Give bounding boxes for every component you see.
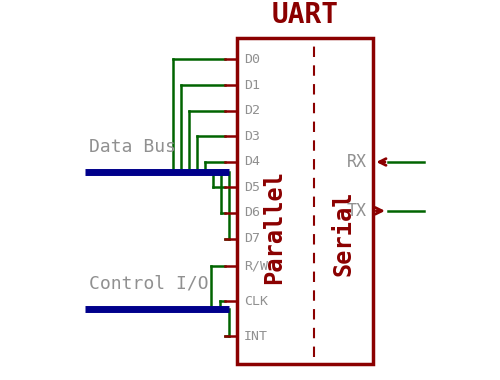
Text: Serial: Serial bbox=[332, 191, 355, 276]
Text: UART: UART bbox=[272, 1, 339, 29]
Text: D3: D3 bbox=[244, 130, 260, 142]
Text: Control I/O: Control I/O bbox=[89, 274, 208, 293]
Text: INT: INT bbox=[244, 330, 268, 343]
Text: CLK: CLK bbox=[244, 295, 268, 308]
Text: TX: TX bbox=[347, 202, 367, 220]
Text: D2: D2 bbox=[244, 104, 260, 117]
Text: Parallel: Parallel bbox=[262, 170, 286, 284]
Text: D6: D6 bbox=[244, 206, 260, 219]
Text: D1: D1 bbox=[244, 79, 260, 92]
Text: R/W: R/W bbox=[244, 260, 268, 273]
Text: D4: D4 bbox=[244, 155, 260, 168]
Bar bbox=[238, 38, 374, 364]
Text: Data Bus: Data Bus bbox=[89, 138, 176, 156]
Text: D5: D5 bbox=[244, 181, 260, 194]
Text: RX: RX bbox=[347, 153, 367, 171]
Text: D0: D0 bbox=[244, 53, 260, 66]
Text: D7: D7 bbox=[244, 232, 260, 245]
